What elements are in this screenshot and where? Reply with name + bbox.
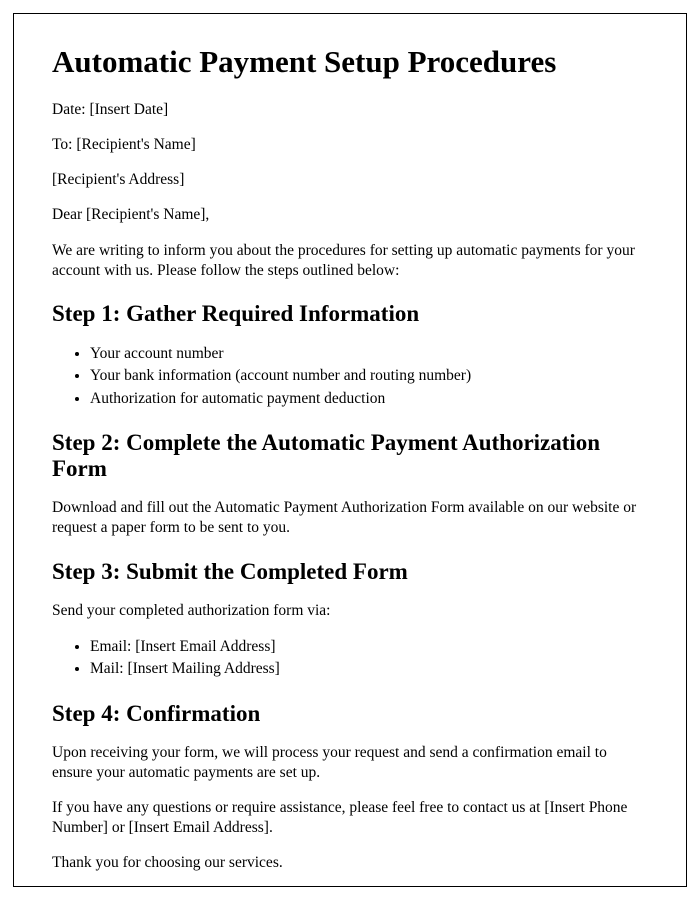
step2-body: Download and fill out the Automatic Paym…	[52, 498, 648, 538]
step4-body: Upon receiving your form, we will proces…	[52, 743, 648, 783]
document-title: Automatic Payment Setup Procedures	[52, 44, 648, 80]
document-page: Automatic Payment Setup Procedures Date:…	[13, 13, 687, 887]
list-item: Mail: [Insert Mailing Address]	[90, 658, 648, 680]
list-item: Email: [Insert Email Address]	[90, 636, 648, 658]
list-item: Your account number	[90, 343, 648, 365]
to-line: To: [Recipient's Name]	[52, 135, 648, 155]
list-item: Authorization for automatic payment dedu…	[90, 388, 648, 410]
salutation: Dear [Recipient's Name],	[52, 205, 648, 225]
thanks-paragraph: Thank you for choosing our services.	[52, 853, 648, 873]
step1-list: Your account number Your bank informatio…	[90, 343, 648, 410]
step1-heading: Step 1: Gather Required Information	[52, 301, 648, 327]
step3-body: Send your completed authorization form v…	[52, 601, 648, 621]
help-paragraph: If you have any questions or require ass…	[52, 798, 648, 838]
step3-list: Email: [Insert Email Address] Mail: [Ins…	[90, 636, 648, 681]
intro-paragraph: We are writing to inform you about the p…	[52, 241, 648, 281]
date-line: Date: [Insert Date]	[52, 100, 648, 120]
step3-heading: Step 3: Submit the Completed Form	[52, 559, 648, 585]
step4-heading: Step 4: Confirmation	[52, 701, 648, 727]
list-item: Your bank information (account number an…	[90, 365, 648, 387]
address-line: [Recipient's Address]	[52, 170, 648, 190]
step2-heading: Step 2: Complete the Automatic Payment A…	[52, 430, 648, 482]
